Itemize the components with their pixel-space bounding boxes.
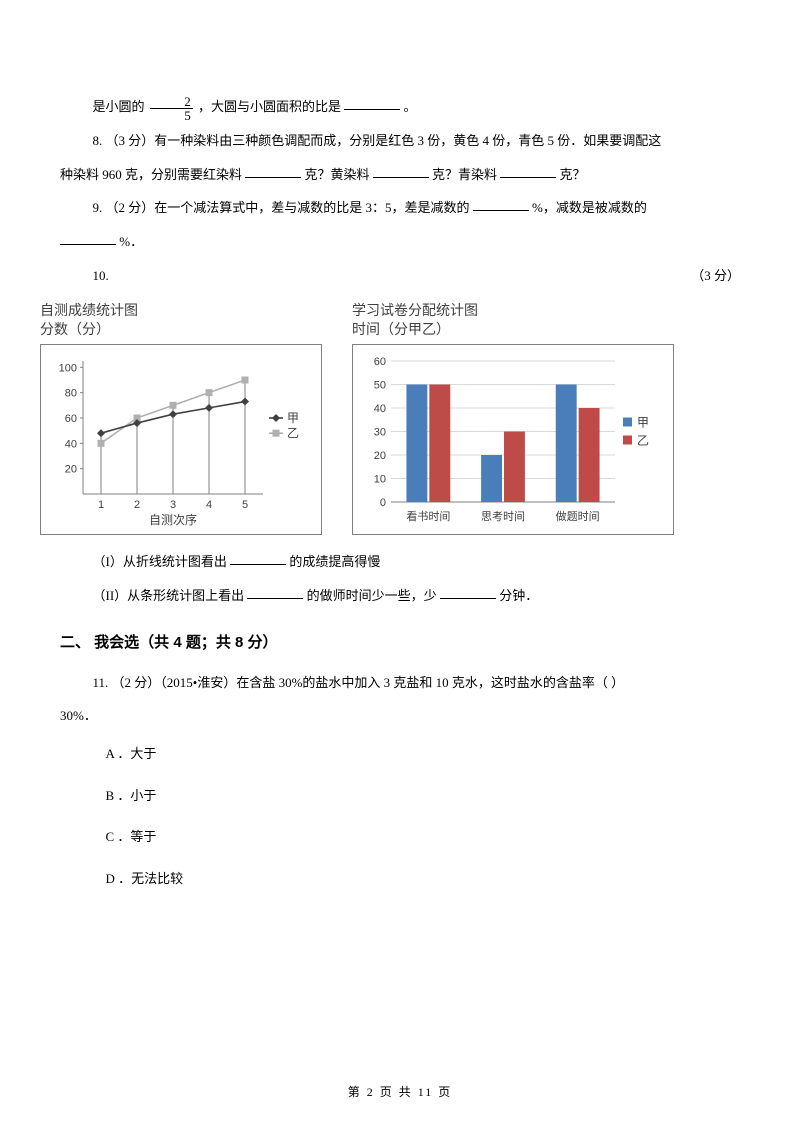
bar-chart-svg: 0 10 20 30 40 50 60 看书时间 思考时间 做题时间 甲乙 — [361, 353, 661, 528]
bar-chart-title: 学习试卷分配统计图 时间（分甲乙） — [352, 301, 674, 340]
bar-chart-box: 0 10 20 30 40 50 60 看书时间 思考时间 做题时间 甲乙 — [352, 344, 674, 535]
svg-text:自测次序: 自测次序 — [149, 512, 197, 527]
blank — [247, 585, 303, 599]
question-9-line1: 9. （2 分）在一个减法算式中，差与减数的比是 3：5，差是减数的 %，减数是… — [60, 191, 740, 225]
question-11-line2: 30%． — [60, 699, 740, 733]
line-chart-svg: 20 40 60 80 100 1 2 3 4 5 甲乙自测次序 — [49, 353, 309, 528]
blank — [344, 96, 400, 110]
question-9-line2: %． — [60, 225, 740, 259]
question-10-part2: （II）从条形统计图上看出 的做师时间少一些，少 分钟． — [60, 579, 740, 613]
frac-num: 2 — [150, 95, 193, 109]
svg-text:甲: 甲 — [637, 415, 649, 429]
question-8-line1: 8. （3 分）有一种染料由三种颜色调配而成，分别是红色 3 份，黄色 4 份，… — [60, 124, 740, 158]
question-10-part1: （I）从折线统计图看出 的成绩提高得慢 — [60, 545, 740, 579]
bar-chart-block: 学习试卷分配统计图 时间（分甲乙） 0 10 20 30 40 50 60 看书时间 思考时间 做… — [352, 301, 674, 535]
blank — [60, 231, 116, 245]
option-d: D ．无法比较 — [60, 858, 740, 900]
section-2-header: 二、 我会选（共 4 题；共 8 分） — [60, 631, 740, 652]
blank — [500, 164, 556, 178]
svg-text:做题时间: 做题时间 — [556, 509, 600, 523]
fraction: 2 5 — [150, 95, 193, 122]
q7-rest: ，大圆与小圆面积的比是 — [198, 99, 341, 114]
line-chart-box: 20 40 60 80 100 1 2 3 4 5 甲乙自测次序 — [40, 344, 322, 535]
page-footer: 第 2 页 共 11 页 — [0, 1083, 800, 1100]
svg-text:3: 3 — [170, 499, 176, 511]
svg-text:1: 1 — [98, 499, 104, 511]
blank — [473, 197, 529, 211]
svg-text:看书时间: 看书时间 — [406, 509, 450, 523]
svg-text:5: 5 — [242, 499, 248, 511]
line-chart-title: 自测成绩统计图 分数（分） — [40, 301, 322, 340]
svg-text:40: 40 — [65, 438, 77, 450]
svg-text:50: 50 — [374, 379, 386, 391]
charts-row: 自测成绩统计图 分数（分） 2040608010012345甲乙自测次序 学习试… — [40, 301, 740, 535]
line-chart-block: 自测成绩统计图 分数（分） 20 40 60 80 100 1 2 3 4 5 甲乙自测次序 — [40, 301, 322, 535]
blank — [230, 551, 286, 565]
question-8-line2: 种染料 960 克，分别需要红染料 克？黄染料 克？青染料 克？ — [60, 158, 740, 192]
q7-end: 。 — [404, 99, 417, 114]
svg-text:2: 2 — [134, 499, 140, 511]
svg-text:10: 10 — [374, 473, 386, 485]
option-b: B ．小于 — [60, 775, 740, 817]
svg-text:乙: 乙 — [637, 433, 649, 447]
svg-text:0: 0 — [380, 497, 386, 509]
frac-den: 5 — [150, 109, 193, 122]
q7-prefix: 是小圆的 — [93, 99, 145, 114]
option-c: C ．等于 — [60, 816, 740, 858]
option-a: A ．大于 — [60, 733, 740, 775]
svg-text:40: 40 — [374, 403, 386, 415]
blank — [440, 585, 496, 599]
question-7-fragment: 是小圆的 2 5 ，大圆与小圆面积的比是 。 — [60, 90, 740, 124]
svg-text:思考时间: 思考时间 — [481, 510, 525, 523]
question-10-header: 10. （3 分） — [60, 259, 740, 293]
svg-text:30: 30 — [374, 426, 386, 438]
svg-text:60: 60 — [374, 356, 386, 368]
svg-text:4: 4 — [206, 499, 212, 511]
svg-text:甲: 甲 — [287, 411, 299, 425]
question-11-line1: 11. （2 分）（2015•淮安）在含盐 30%的盐水中加入 3 克盐和 10… — [60, 666, 740, 700]
svg-text:20: 20 — [374, 450, 386, 462]
svg-text:60: 60 — [65, 413, 77, 425]
svg-text:乙: 乙 — [287, 426, 299, 440]
svg-text:100: 100 — [59, 362, 77, 374]
blank — [245, 164, 301, 178]
svg-text:20: 20 — [65, 464, 77, 476]
blank — [373, 164, 429, 178]
svg-text:80: 80 — [65, 388, 77, 400]
